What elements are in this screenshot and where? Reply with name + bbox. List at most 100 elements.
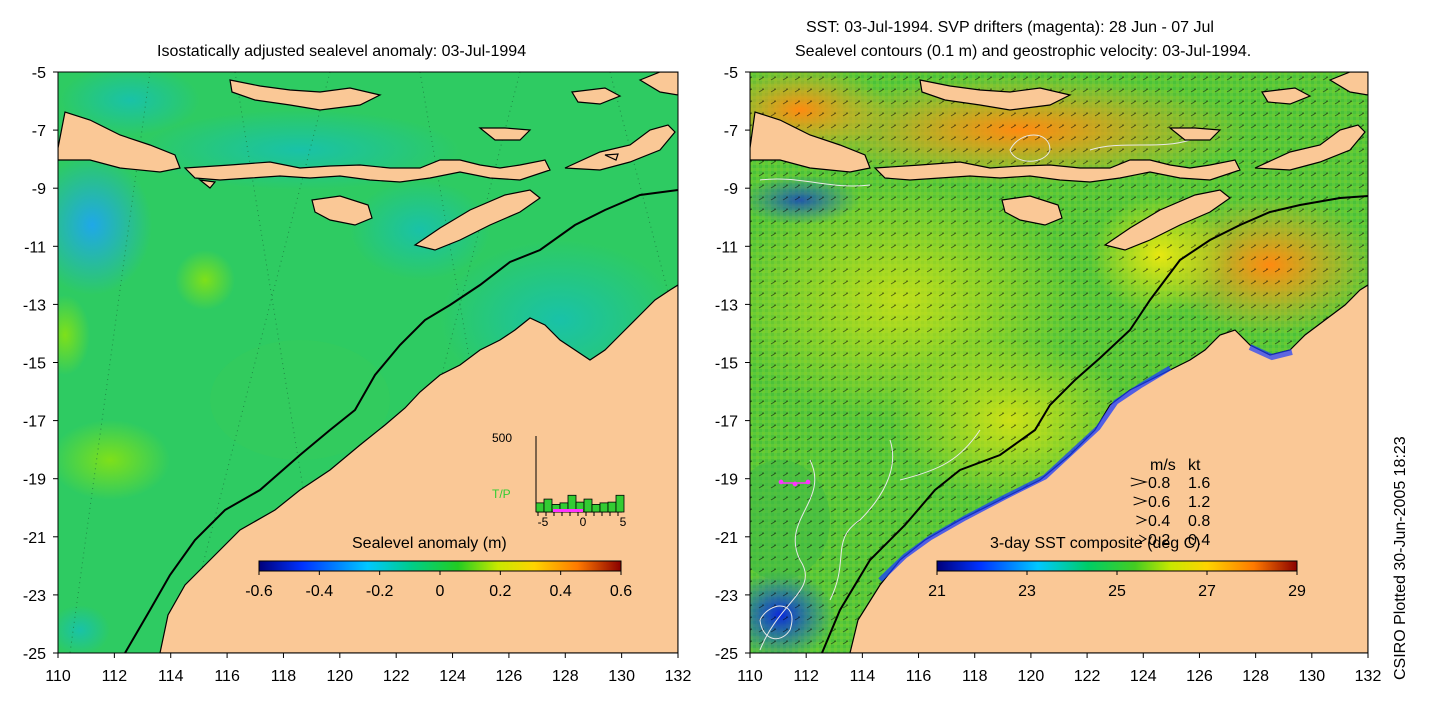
left-x-tick-label: 126 (496, 668, 523, 685)
left-x-tick-label: 122 (383, 668, 410, 685)
inset-ymax-label: 500 (492, 431, 512, 445)
legend-header-ms: m/s (1150, 457, 1176, 474)
left-y-tick-label: -11 (24, 239, 46, 256)
credit-line: CSIRO Plotted 30-Jun-2005 18:23 (1392, 436, 1409, 680)
left-x-tick-label: 118 (271, 668, 297, 685)
legend-ms-value: 0.2 (1148, 532, 1170, 549)
right-y-tick-label: -21 (715, 530, 738, 547)
left-colorbar-label: Sealevel anomaly (m) (352, 535, 507, 552)
inset-histogram-bar (591, 503, 601, 513)
right-map-title-line1: SST: 03-Jul-1994. SVP drifters (magenta)… (806, 19, 1214, 36)
right-x-tick-label: 120 (1018, 668, 1045, 685)
right-y-tick-label: -11 (716, 239, 738, 256)
right-x-tick-label: 132 (1355, 668, 1382, 685)
island-chain (58, 72, 678, 251)
right-map-title-line2: Sealevel contours (0.1 m) and geostrophi… (795, 43, 1252, 60)
left-y-tick-label: -21 (23, 530, 46, 547)
right-y-tick-label: -19 (715, 472, 738, 489)
right-colorbar: 3-day SST composite (deg C) 21 23 25 27 29 (928, 535, 1306, 600)
left-y-tick-label: -25 (23, 646, 46, 663)
legend-ms-value: 0.6 (1148, 494, 1170, 511)
left-x-tick-label: 128 (552, 668, 579, 685)
right-colorbar-tick-label: 23 (1018, 583, 1036, 600)
right-x-tick-label: 126 (1186, 668, 1213, 685)
inset-histogram-bar (615, 494, 625, 513)
right-map (750, 72, 1368, 653)
right-colorbar-label: 3-day SST composite (deg C) (990, 535, 1200, 552)
right-y-tick-label: -7 (724, 123, 738, 140)
inset-histogram-bar (535, 502, 545, 513)
left-colorbar-tick-label: 0.6 (610, 583, 632, 600)
left-colorbar-tick-label: -0.2 (366, 583, 394, 600)
left-x-tick-label: 132 (665, 668, 692, 685)
right-x-tick-label: 122 (1074, 668, 1101, 685)
left-y-tick-label: -5 (32, 65, 46, 82)
right-x-tick-label: 114 (850, 668, 876, 685)
legend-arrow-glyph (1138, 534, 1147, 544)
right-y-tick-label: -5 (724, 65, 738, 82)
right-colorbar-tick-label: 21 (928, 583, 946, 600)
left-y-tick-label: -15 (23, 356, 46, 373)
left-colorbar-tick-label: 0.4 (550, 583, 572, 600)
left-y-tick-label: -23 (23, 588, 46, 605)
left-y-tick-label: -7 (32, 123, 46, 140)
left-y-tick-label: -17 (23, 414, 46, 431)
left-x-tick-label: 120 (326, 668, 353, 685)
legend-kt-value: 0.8 (1188, 513, 1210, 530)
legend-header-kt: kt (1188, 457, 1201, 474)
right-y-tick-label: -17 (715, 414, 738, 431)
inset-tp-label: T/P (492, 487, 511, 501)
right-x-tick-label: 116 (906, 668, 932, 685)
right-y-tick-label: -13 (715, 297, 738, 314)
legend-arrow-glyph (1130, 477, 1148, 487)
right-x-tick-label: 118 (962, 668, 988, 685)
left-x-tick-label: 116 (214, 668, 240, 685)
right-colorbar-tick-label: 27 (1198, 583, 1216, 600)
svp-drifter-track (778, 479, 811, 487)
right-colorbar-tick-label: 25 (1108, 583, 1126, 600)
inset-x-tick-label: 0 (580, 515, 587, 529)
left-colorbar-tick-label: 0 (436, 583, 445, 600)
left-colorbar-tick-label: -0.6 (245, 583, 273, 600)
left-colorbar: Sealevel anomaly (m) -0.6 -0.4 -0.2 0 0.2 0.4… (245, 535, 632, 600)
left-y-tick-label: -9 (32, 181, 46, 198)
inset-histogram-bar (543, 498, 553, 513)
sla-lime-high (58, 420, 170, 500)
right-x-tick-label: 128 (1242, 668, 1269, 685)
left-x-tick-label: 124 (439, 668, 466, 685)
inset-histogram-bar (583, 498, 593, 513)
right-x-tick-label: 110 (737, 668, 763, 685)
right-colorbar-tick-label: 29 (1288, 583, 1306, 600)
velocity-legend: m/s kt 0.8 1.6 0.6 1.2 0.4 0.8 0.2 0.4 (1130, 457, 1210, 549)
left-colorbar-tick-label: -0.4 (306, 583, 334, 600)
shelf-contour (124, 189, 678, 653)
inset-histogram-bar (607, 501, 617, 513)
right-y-tick-label: -25 (715, 646, 738, 663)
inset-x-tick-label: -5 (538, 515, 549, 529)
legend-arrow-glyph (1133, 496, 1148, 506)
tp-histogram-inset: 500 T/P -5 0 5 (492, 431, 627, 529)
left-map-title: Isostatically adjusted sealevel anomaly:… (157, 43, 527, 60)
sla-blue-low (58, 155, 152, 295)
left-x-tick-label: 112 (102, 668, 128, 685)
legend-kt-value: 1.2 (1188, 494, 1210, 511)
inset-x-tick-label: 5 (620, 515, 627, 529)
legend-arrow-glyph (1136, 515, 1148, 525)
legend-kt-value: 0.4 (1188, 532, 1210, 549)
right-y-tick-label: -15 (715, 356, 738, 373)
inset-histogram-bar (599, 502, 609, 513)
left-x-tick-label: 110 (45, 668, 71, 685)
legend-ms-value: 0.4 (1148, 513, 1170, 530)
left-y-tick-label: -13 (23, 297, 46, 314)
right-y-tick-label: -23 (715, 588, 738, 605)
left-colorbar-tick-label: 0.2 (489, 583, 511, 600)
map-axes: 110 112 114 116 118 120 122 124 126 128 130 132 -5 -7… (23, 65, 1382, 685)
legend-ms-value: 0.8 (1148, 475, 1170, 492)
left-y-tick-label: -19 (23, 472, 46, 489)
right-x-tick-label: 124 (1130, 668, 1157, 685)
sealevel-contours (759, 134, 1191, 651)
legend-kt-value: 1.6 (1188, 475, 1210, 492)
left-x-tick-label: 114 (158, 668, 184, 685)
right-x-tick-label: 112 (793, 668, 819, 685)
